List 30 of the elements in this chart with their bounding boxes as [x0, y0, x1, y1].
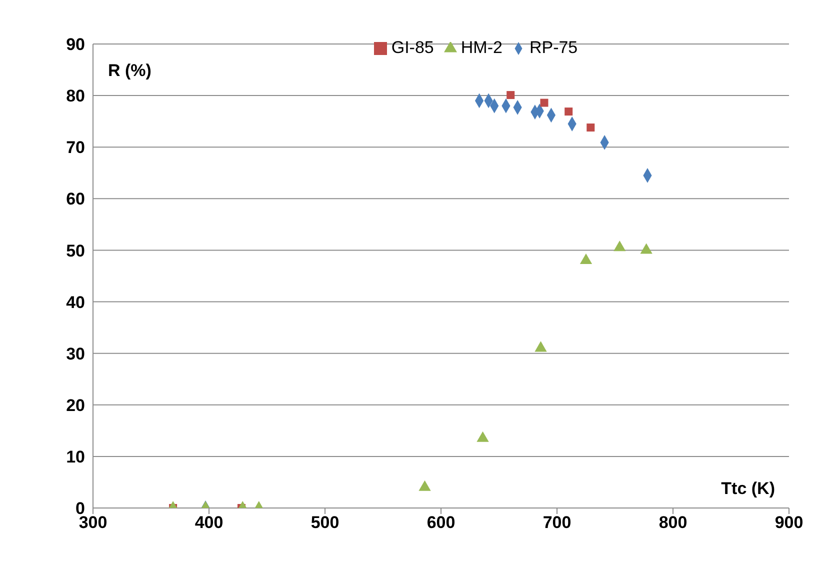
y-tick-label: 50 — [66, 241, 85, 260]
y-tick-label: 20 — [66, 396, 85, 415]
point — [540, 98, 548, 107]
y-tick-label: 60 — [66, 190, 85, 209]
legend-label: RP-75 — [529, 38, 578, 57]
y-tick-label: 90 — [66, 35, 85, 54]
point — [580, 254, 592, 264]
y-tick-label: 80 — [66, 86, 85, 106]
y-tick-label: 40 — [66, 292, 85, 312]
x-tick-label: 500 — [310, 513, 340, 532]
x-tick-label: 400 — [194, 513, 224, 532]
x-tick-label: 700 — [542, 513, 572, 532]
y-tick-label: 70 — [66, 138, 85, 158]
x-tick-label: 300 — [78, 513, 108, 532]
y-tick-label: 30 — [66, 344, 85, 364]
point — [476, 431, 489, 442]
point — [640, 243, 652, 254]
x-tick-label: 600 — [426, 513, 456, 532]
y-tick-label: 10 — [66, 447, 85, 466]
x-tick-label: 800 — [658, 513, 688, 532]
legend-label: HM-2 — [460, 38, 502, 57]
y-axis-title: R (%) — [108, 61, 152, 80]
point — [614, 240, 626, 252]
point — [506, 91, 515, 100]
x-tick-label: 900 — [774, 513, 804, 532]
point — [586, 124, 595, 132]
point — [534, 341, 547, 352]
x-axis-title: Ttc (K) — [721, 479, 775, 498]
legend-label: GI-85 — [391, 38, 434, 57]
point — [564, 108, 573, 116]
